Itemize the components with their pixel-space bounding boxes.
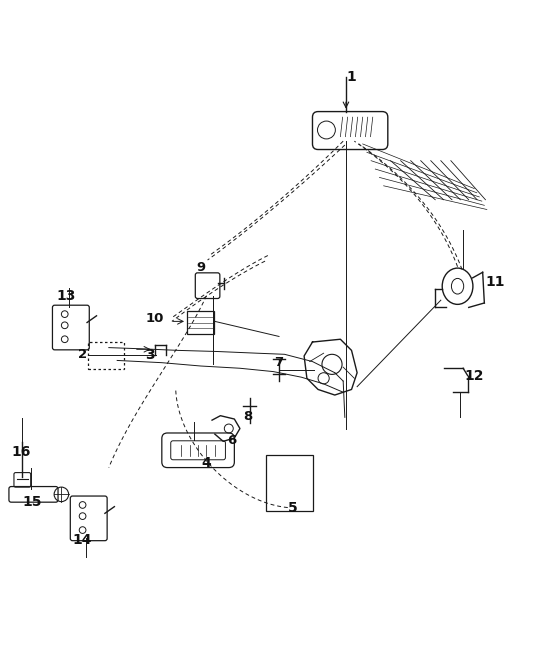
Text: 3: 3	[145, 348, 155, 362]
Text: 16: 16	[12, 445, 31, 459]
Text: 14: 14	[73, 533, 92, 547]
Bar	[88, 342, 124, 369]
Text: 9: 9	[196, 261, 205, 274]
Text: 15: 15	[23, 495, 42, 509]
Text: 12: 12	[465, 368, 484, 382]
Text: 6: 6	[227, 434, 236, 447]
Bar	[266, 455, 313, 511]
Text: 4: 4	[201, 456, 211, 470]
Text: 13: 13	[56, 289, 75, 303]
Text: 8: 8	[244, 410, 253, 422]
Text: 5: 5	[288, 501, 298, 515]
Text: 11: 11	[486, 275, 505, 290]
Text: 1: 1	[347, 70, 357, 84]
Text: 10: 10	[146, 312, 164, 324]
Text: 2: 2	[78, 348, 87, 361]
Text: 7: 7	[275, 356, 283, 369]
